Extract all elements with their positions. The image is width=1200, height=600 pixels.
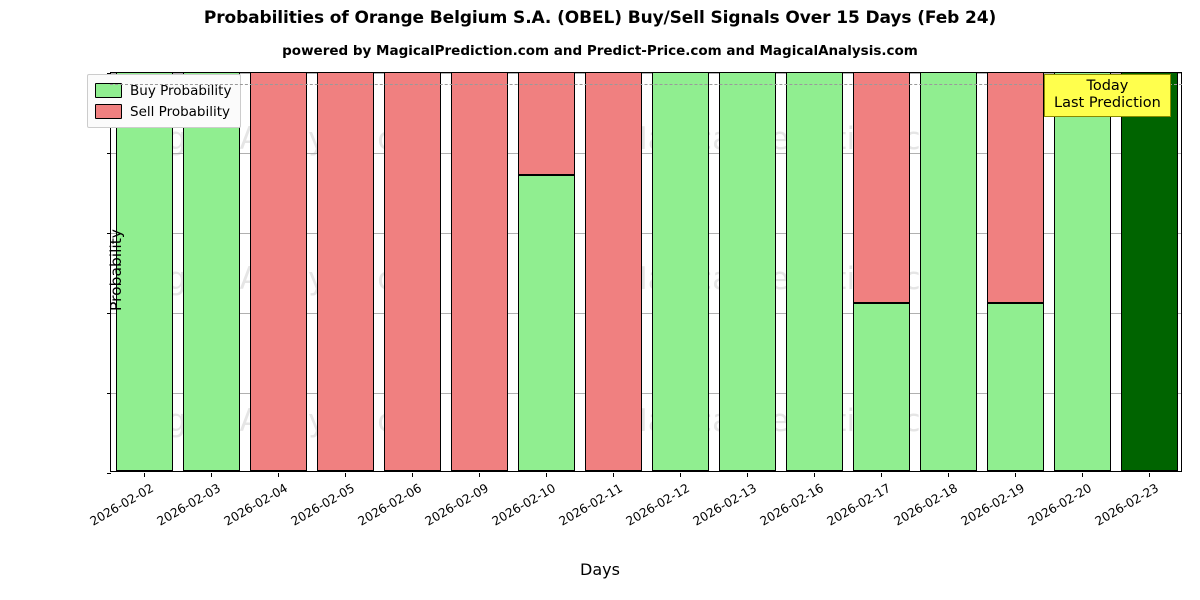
x-axis-tick-label: 2026-02-23 — [1092, 481, 1161, 529]
x-axis-tick-mark — [813, 473, 816, 477]
bar-group[interactable] — [115, 73, 174, 471]
bar-group[interactable] — [182, 73, 241, 471]
x-axis: 2026-02-02 2026-02-03 2026-02-04 2026-02-05… — [87, 473, 1181, 563]
x-axis-tick-label: 2026-02-03 — [154, 481, 223, 529]
bar-segment-buy[interactable] — [651, 73, 710, 471]
x-axis-tick-label: 2026-02-12 — [623, 481, 692, 529]
x-axis-tick-mark — [612, 473, 615, 477]
gridline-horizontal — [111, 233, 1181, 234]
bar-segment-buy[interactable] — [718, 73, 777, 471]
bar-group[interactable] — [1120, 73, 1179, 471]
gridline-horizontal — [111, 73, 1181, 74]
bar-segment-buy[interactable] — [182, 73, 241, 471]
x-axis-tick-mark — [1148, 473, 1151, 477]
plot-area: MagicalAnalysis.comMagicalPrediction.com… — [87, 72, 1182, 529]
bar-segment-buy[interactable] — [852, 303, 911, 471]
x-axis-tick-mark — [545, 473, 548, 477]
y-axis-tick-mark — [107, 392, 111, 394]
y-axis-label: Probability — [107, 229, 125, 311]
gridline-horizontal — [111, 153, 1181, 154]
x-axis-label: Days — [580, 560, 620, 579]
x-axis-tick-mark — [210, 473, 213, 477]
legend-label-buy: Buy Probability — [130, 82, 232, 99]
x-axis-tick-label: 2026-02-19 — [958, 481, 1027, 529]
bar-segment-sell[interactable] — [249, 73, 308, 471]
bar-segment-sell[interactable] — [517, 73, 576, 175]
legend-item-sell[interactable]: Sell Probability — [95, 101, 231, 122]
bar-group[interactable] — [249, 73, 308, 471]
bar-group[interactable] — [919, 73, 978, 471]
x-axis-tick-mark — [344, 473, 347, 477]
x-axis-tick-label: 2026-02-10 — [489, 481, 558, 529]
today-annotation-line1: Today — [1086, 78, 1129, 94]
bar-segment-sell[interactable] — [852, 73, 911, 303]
x-axis-tick-label: 2026-02-06 — [355, 481, 424, 529]
bar-segment-buy[interactable] — [115, 73, 174, 471]
x-axis-tick-mark — [1081, 473, 1084, 477]
legend-swatch-buy-icon — [95, 83, 122, 98]
x-axis-tick-label: 2026-02-11 — [556, 481, 625, 529]
bar-segment-sell[interactable] — [383, 73, 442, 471]
x-axis-tick-mark — [880, 473, 883, 477]
bar-segment-sell[interactable] — [316, 73, 375, 471]
today-annotation: Today Last Prediction — [1044, 74, 1171, 118]
bar-segment-sell[interactable] — [450, 73, 509, 471]
x-axis-tick-label: 2026-02-02 — [87, 481, 156, 529]
bar-group[interactable] — [986, 73, 1045, 471]
x-axis-tick-label: 2026-02-18 — [891, 481, 960, 529]
y-axis-tick-mark — [107, 232, 111, 234]
y-axis-tick-mark — [107, 152, 111, 154]
x-axis-tick-mark — [411, 473, 414, 477]
bar-segment-buy[interactable] — [517, 175, 576, 471]
x-axis-tick-label: 2026-02-09 — [422, 481, 491, 529]
bar-group[interactable] — [1053, 73, 1112, 471]
x-axis-tick-label: 2026-02-17 — [824, 481, 893, 529]
legend-swatch-sell-icon — [95, 104, 122, 119]
bar-segment-buy[interactable] — [1053, 73, 1112, 471]
bar-segment-sell[interactable] — [986, 73, 1045, 303]
y-axis-tick-mark — [107, 472, 111, 474]
bar-segment-sell[interactable] — [584, 73, 643, 471]
x-axis-tick-label: 2026-02-16 — [757, 481, 826, 529]
x-axis-tick-label: 2026-02-04 — [221, 481, 290, 529]
x-axis-tick-mark — [1014, 473, 1017, 477]
today-dashed-line — [110, 84, 1182, 85]
chart-title: Probabilities of Orange Belgium S.A. (OB… — [203, 8, 997, 28]
y-axis-tick-mark — [107, 312, 111, 314]
x-axis-tick-label: 2026-02-05 — [288, 481, 357, 529]
bar-group[interactable] — [517, 73, 576, 471]
x-axis-tick-mark — [277, 473, 280, 477]
x-axis-tick-mark — [143, 473, 146, 477]
bar-segment-buy[interactable] — [919, 73, 978, 471]
today-annotation-line2: Last Prediction — [1054, 95, 1161, 112]
gridline-horizontal — [111, 393, 1181, 394]
bar-segment-today[interactable] — [1120, 73, 1179, 471]
x-axis-tick-label: 2026-02-20 — [1025, 481, 1094, 529]
x-axis-tick-mark — [478, 473, 481, 477]
bar-group[interactable] — [785, 73, 844, 471]
bar-group[interactable] — [450, 73, 509, 471]
plot-inner: MagicalAnalysis.comMagicalPrediction.com… — [111, 73, 1181, 471]
bar-group[interactable] — [584, 73, 643, 471]
gridline-horizontal — [111, 313, 1181, 314]
bar-segment-buy[interactable] — [785, 73, 844, 471]
x-axis-tick-mark — [746, 473, 749, 477]
bar-group[interactable] — [316, 73, 375, 471]
legend-item-buy[interactable]: Buy Probability — [95, 80, 231, 101]
chart-legend: Buy Probability Sell Probability — [87, 74, 242, 128]
chart-subtitle: powered by MagicalPrediction.com and Pre… — [282, 43, 918, 59]
bar-group[interactable] — [852, 73, 911, 471]
bar-group[interactable] — [718, 73, 777, 471]
x-axis-tick-mark — [947, 473, 950, 477]
x-axis-tick-mark — [679, 473, 682, 477]
x-axis-tick-label: 2026-02-13 — [690, 481, 759, 529]
legend-label-sell: Sell Probability — [130, 103, 231, 120]
bar-group[interactable] — [383, 73, 442, 471]
bar-group[interactable] — [651, 73, 710, 471]
y-axis-tick-mark — [107, 72, 111, 74]
bar-segment-buy[interactable] — [986, 303, 1045, 471]
